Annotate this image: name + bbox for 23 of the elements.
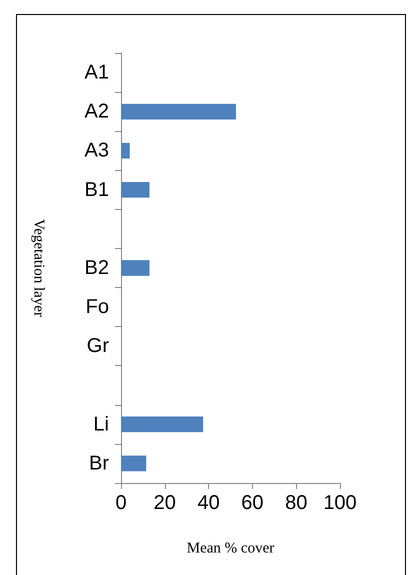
- x-tick-label: 100: [323, 492, 357, 514]
- bar: [121, 182, 150, 198]
- x-tick-label: 60: [241, 492, 264, 514]
- bar: [121, 142, 130, 159]
- x-tick-label: 20: [154, 492, 176, 514]
- y-tick-label: A1: [84, 62, 109, 84]
- y-tick-label: B2: [84, 257, 109, 279]
- bar: [121, 416, 204, 432]
- bar: [121, 104, 236, 120]
- y-tick-label: A3: [84, 140, 109, 162]
- y-tick-label: Br: [89, 452, 110, 474]
- y-axis-title: Vegetation layer: [30, 219, 46, 317]
- x-tick-label: 40: [197, 492, 220, 514]
- x-axis-title: Mean % cover: [186, 540, 274, 556]
- bar: [121, 456, 146, 472]
- x-tick-label: 0: [115, 492, 127, 514]
- y-tick-label: A2: [84, 100, 109, 123]
- y-tick-label: B1: [84, 178, 109, 201]
- bar: [121, 260, 150, 276]
- x-tick-label: 80: [285, 492, 308, 514]
- y-tick-label: Fo: [86, 296, 109, 318]
- y-tick-label: Gr: [86, 335, 110, 358]
- y-tick-label: Li: [93, 413, 109, 436]
